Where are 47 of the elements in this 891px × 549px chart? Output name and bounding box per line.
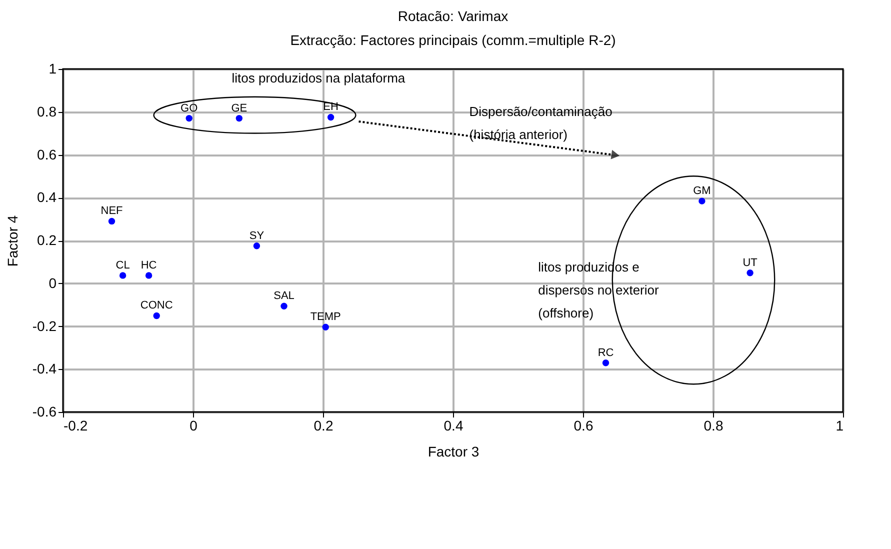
x-axis-title: Factor 3 (428, 444, 480, 460)
annotation: UT (742, 256, 758, 269)
point (145, 272, 152, 279)
annotation: GO (180, 102, 198, 114)
point (153, 312, 160, 320)
point (322, 324, 329, 330)
annotation: SY (249, 230, 265, 242)
chart-subtitle: Extracção: Factores principais (comm.=multiple R-2) (290, 32, 616, 48)
point (236, 114, 243, 122)
y-tick-label: 0.8 (37, 103, 57, 120)
x-tick-label: 0.8 (704, 418, 724, 434)
point (746, 270, 754, 276)
annotation: GE (231, 102, 248, 114)
chart-title: Rotacão: Varimax (398, 8, 508, 24)
point (186, 114, 192, 122)
annotation: CONC (140, 300, 173, 312)
y-tick-label: 0.6 (37, 146, 57, 162)
y-tick-label: 0.2 (37, 232, 57, 248)
y-tick-label: -0.4 (32, 360, 57, 377)
x-tick-label: 0.2 (314, 418, 334, 434)
point (602, 360, 610, 366)
y-tick-label: 1 (48, 60, 57, 76)
annotation: HC (140, 259, 157, 272)
annotation: Dispersão/contaminação (história anterior) (469, 104, 612, 142)
point (280, 302, 288, 310)
point (108, 218, 116, 225)
annotation: RC (598, 346, 614, 359)
annotation: litos produzidos na plataforma (232, 70, 406, 86)
annotation: TEMP (310, 311, 341, 324)
y-tick-label: -0.2 (32, 318, 57, 334)
annotation: SAL (274, 290, 294, 302)
point (253, 242, 260, 250)
x-tick-label: 0.4 (444, 418, 464, 434)
annotation: GM (693, 185, 711, 198)
annotation: CL (116, 259, 130, 272)
x-tick-label: 0.6 (574, 418, 594, 434)
point (119, 272, 126, 279)
y-tick-label: 0 (48, 274, 57, 291)
y-tick-label: -0.6 (32, 404, 57, 420)
x-tick-label: -0.2 (64, 418, 88, 434)
point (698, 198, 706, 204)
y-axis-title: Factor 4 (4, 215, 20, 267)
annotation: NEF (100, 205, 124, 218)
x-tick-label: 1 (836, 418, 844, 434)
x-tick-label: 0 (190, 418, 198, 434)
point (327, 114, 334, 121)
y-tick-label: 0.4 (37, 189, 57, 206)
